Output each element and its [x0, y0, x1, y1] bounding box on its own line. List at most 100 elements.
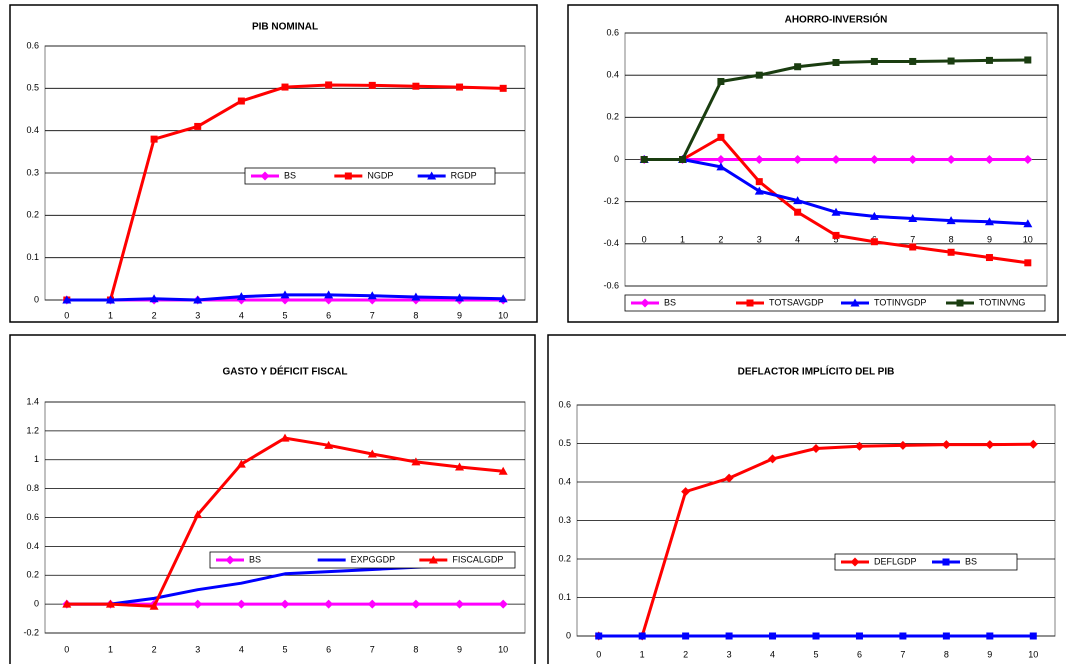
y-tick-label: 0.2	[558, 553, 571, 563]
marker	[638, 632, 646, 640]
marker	[832, 231, 840, 239]
y-tick-label: 1.4	[26, 396, 39, 406]
x-tick-label: 0	[596, 649, 601, 659]
y-tick-label: 0.2	[606, 112, 619, 122]
x-tick-label: 10	[498, 644, 508, 654]
x-tick-label: 3	[195, 644, 200, 654]
x-tick-label: 9	[457, 310, 462, 320]
y-tick-label: 0.3	[558, 515, 571, 525]
x-tick-label: 10	[1028, 649, 1038, 659]
x-tick-label: 10	[498, 310, 508, 320]
x-tick-label: 6	[326, 310, 331, 320]
marker	[947, 248, 955, 256]
marker	[455, 293, 465, 302]
marker	[455, 462, 465, 471]
marker	[411, 292, 421, 301]
y-tick-label: -0.2	[23, 627, 39, 637]
y-tick-label: 0.5	[558, 438, 571, 448]
y-tick-label: -0.4	[603, 238, 619, 248]
x-tick-label: 2	[718, 234, 723, 244]
marker	[62, 295, 72, 304]
legend-label: BS	[249, 554, 261, 564]
marker	[985, 254, 993, 262]
y-tick-label: 0.4	[558, 476, 571, 486]
legend-label: BS	[284, 170, 296, 180]
y-tick-label: 0.3	[26, 167, 39, 177]
marker	[105, 599, 115, 608]
marker	[793, 196, 803, 205]
x-tick-label: 5	[282, 644, 287, 654]
legend-label: TOTSAVGDP	[769, 297, 824, 307]
x-tick-label: 7	[370, 310, 375, 320]
x-tick-label: 5	[813, 649, 818, 659]
y-tick-label: 0.4	[606, 70, 619, 80]
chart-title: GASTO Y DÉFICIT FISCAL	[222, 365, 347, 378]
x-tick-label: 3	[727, 649, 732, 659]
marker	[1023, 219, 1033, 228]
marker	[281, 83, 289, 91]
marker	[325, 81, 333, 89]
y-tick-label: 1.2	[26, 425, 39, 435]
x-tick-label: 4	[239, 310, 244, 320]
marker	[985, 440, 995, 450]
marker	[908, 155, 918, 164]
x-tick-label: 10	[1023, 234, 1033, 244]
marker	[716, 162, 726, 171]
marker	[811, 444, 821, 454]
marker	[498, 466, 508, 475]
marker	[909, 243, 917, 251]
x-tick-label: 8	[944, 649, 949, 659]
y-tick-label: 0.6	[26, 512, 39, 522]
marker	[595, 632, 603, 640]
marker	[640, 298, 650, 308]
marker	[681, 487, 691, 497]
x-tick-label: 4	[795, 234, 800, 244]
chart-title: DEFLACTOR IMPLÍCITO DEL PIB	[738, 365, 895, 378]
marker	[899, 632, 907, 640]
marker	[941, 440, 951, 450]
y-tick-label: 0.6	[606, 27, 619, 37]
marker	[236, 292, 246, 301]
marker	[793, 155, 803, 164]
marker	[855, 632, 863, 640]
marker	[456, 83, 464, 91]
x-tick-label: 9	[987, 234, 992, 244]
chart-panel: AHORRO-INVERSIÓN -0.6 -0.4 -0.2 0 0.2 0.4 0.6 0 1…	[567, 4, 1059, 323]
marker	[942, 632, 950, 640]
x-tick-label: 1	[108, 644, 113, 654]
x-tick-label: 7	[900, 649, 905, 659]
marker	[1024, 56, 1032, 64]
marker	[716, 155, 726, 164]
marker	[236, 599, 246, 609]
marker	[412, 82, 420, 90]
marker	[149, 601, 159, 610]
legend-label: TOTINVGDP	[874, 297, 926, 307]
marker	[237, 97, 245, 105]
chart-panel: PIB NOMINAL 0 0.1 0.2 0.3 0.4 0.5 0.6 0 1 2 3 4 5 6 7 8 9…	[9, 4, 538, 323]
marker	[280, 433, 290, 442]
marker	[411, 599, 421, 609]
marker	[908, 214, 918, 223]
marker	[149, 294, 159, 303]
marker	[869, 155, 879, 164]
legend-label: NGDP	[367, 170, 393, 180]
marker	[984, 155, 994, 164]
chart-title: PIB NOMINAL	[252, 22, 318, 33]
marker	[1028, 439, 1038, 449]
marker	[498, 599, 508, 609]
marker	[850, 298, 860, 307]
marker	[794, 63, 802, 71]
marker	[956, 299, 964, 307]
y-tick-label: -0.6	[603, 280, 619, 290]
marker	[812, 632, 820, 640]
marker	[725, 632, 733, 640]
legend-box	[209, 551, 516, 569]
marker	[831, 207, 841, 216]
y-tick-label: 0.4	[26, 125, 39, 135]
y-tick-label: 0	[566, 630, 571, 640]
marker	[717, 133, 725, 141]
y-tick-label: 0.6	[26, 40, 39, 50]
marker	[324, 290, 334, 299]
marker	[679, 156, 687, 163]
x-tick-label: 8	[413, 644, 418, 654]
